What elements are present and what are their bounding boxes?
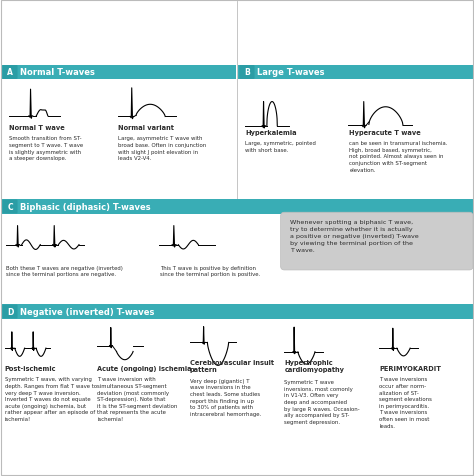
Text: Large T-waves: Large T-waves	[257, 69, 325, 77]
Text: PERIMYOKARDIT: PERIMYOKARDIT	[379, 365, 441, 371]
Text: B: B	[244, 69, 250, 77]
Text: Normal variant: Normal variant	[118, 125, 174, 130]
Text: Hyperkalemia: Hyperkalemia	[245, 129, 297, 135]
Text: Cerebrovascular insult
pattern: Cerebrovascular insult pattern	[190, 359, 273, 372]
Text: Very deep (gigantic) T
wave inversions in the
chest leads. Some studies
report t: Very deep (gigantic) T wave inversions i…	[190, 378, 261, 416]
Text: T wave inversion with
simultaneous ST-segment
deviation (most commonly
ST-depres: T wave inversion with simultaneous ST-se…	[97, 377, 178, 421]
Text: Large, asymmetric T wave with
broad base. Often in conjunction
with slight J poi: Large, asymmetric T wave with broad base…	[118, 136, 207, 161]
Text: This T wave is positive by definition
since the terminal portion is positive.: This T wave is positive by definition si…	[160, 265, 260, 277]
Text: T wave inversions
occur after norm-
alization of ST-
segment elevations
in perim: T wave inversions occur after norm- aliz…	[379, 377, 432, 427]
Text: A: A	[7, 69, 13, 77]
Text: Normal T-waves: Normal T-waves	[20, 69, 95, 77]
Text: Normal T wave: Normal T wave	[9, 125, 64, 130]
Text: Acute (ongoing) ischemia: Acute (ongoing) ischemia	[97, 365, 192, 371]
Text: Negative (inverted) T-waves: Negative (inverted) T-waves	[20, 307, 155, 316]
Text: Biphasic (diphasic) T-waves: Biphasic (diphasic) T-waves	[20, 203, 151, 211]
Text: Whenever spotting a biphasic T wave,
try to determine whether it is actually
a p: Whenever spotting a biphasic T wave, try…	[290, 220, 419, 252]
Text: Hypertrophic
cardiomyopathy: Hypertrophic cardiomyopathy	[284, 359, 345, 372]
Text: Both these T waves are negative (inverted)
since the terminal portions are negat: Both these T waves are negative (inverte…	[6, 265, 123, 277]
Text: D: D	[7, 307, 13, 316]
Text: Smooth transition from ST-
segment to T wave. T wave
is slightly asymmetric with: Smooth transition from ST- segment to T …	[9, 136, 82, 161]
Text: Large, symmetric, pointed
with short base.: Large, symmetric, pointed with short bas…	[245, 141, 316, 152]
Text: Hyperacute T wave: Hyperacute T wave	[349, 129, 421, 135]
Text: Symmetric T wave, with varying
depth. Ranges from flat T wave to
very deep T wav: Symmetric T wave, with varying depth. Ra…	[5, 377, 97, 421]
Text: C: C	[7, 203, 13, 211]
Text: can be seen in transmural ischemia.
High, broad based, symmetric,
not pointed. A: can be seen in transmural ischemia. High…	[349, 141, 448, 172]
Text: Symmetric T wave
inversions, most comonly
in V1-V3. Often very
deep and accompan: Symmetric T wave inversions, most comonl…	[284, 379, 360, 424]
Text: Post-ischemic: Post-ischemic	[5, 365, 56, 371]
